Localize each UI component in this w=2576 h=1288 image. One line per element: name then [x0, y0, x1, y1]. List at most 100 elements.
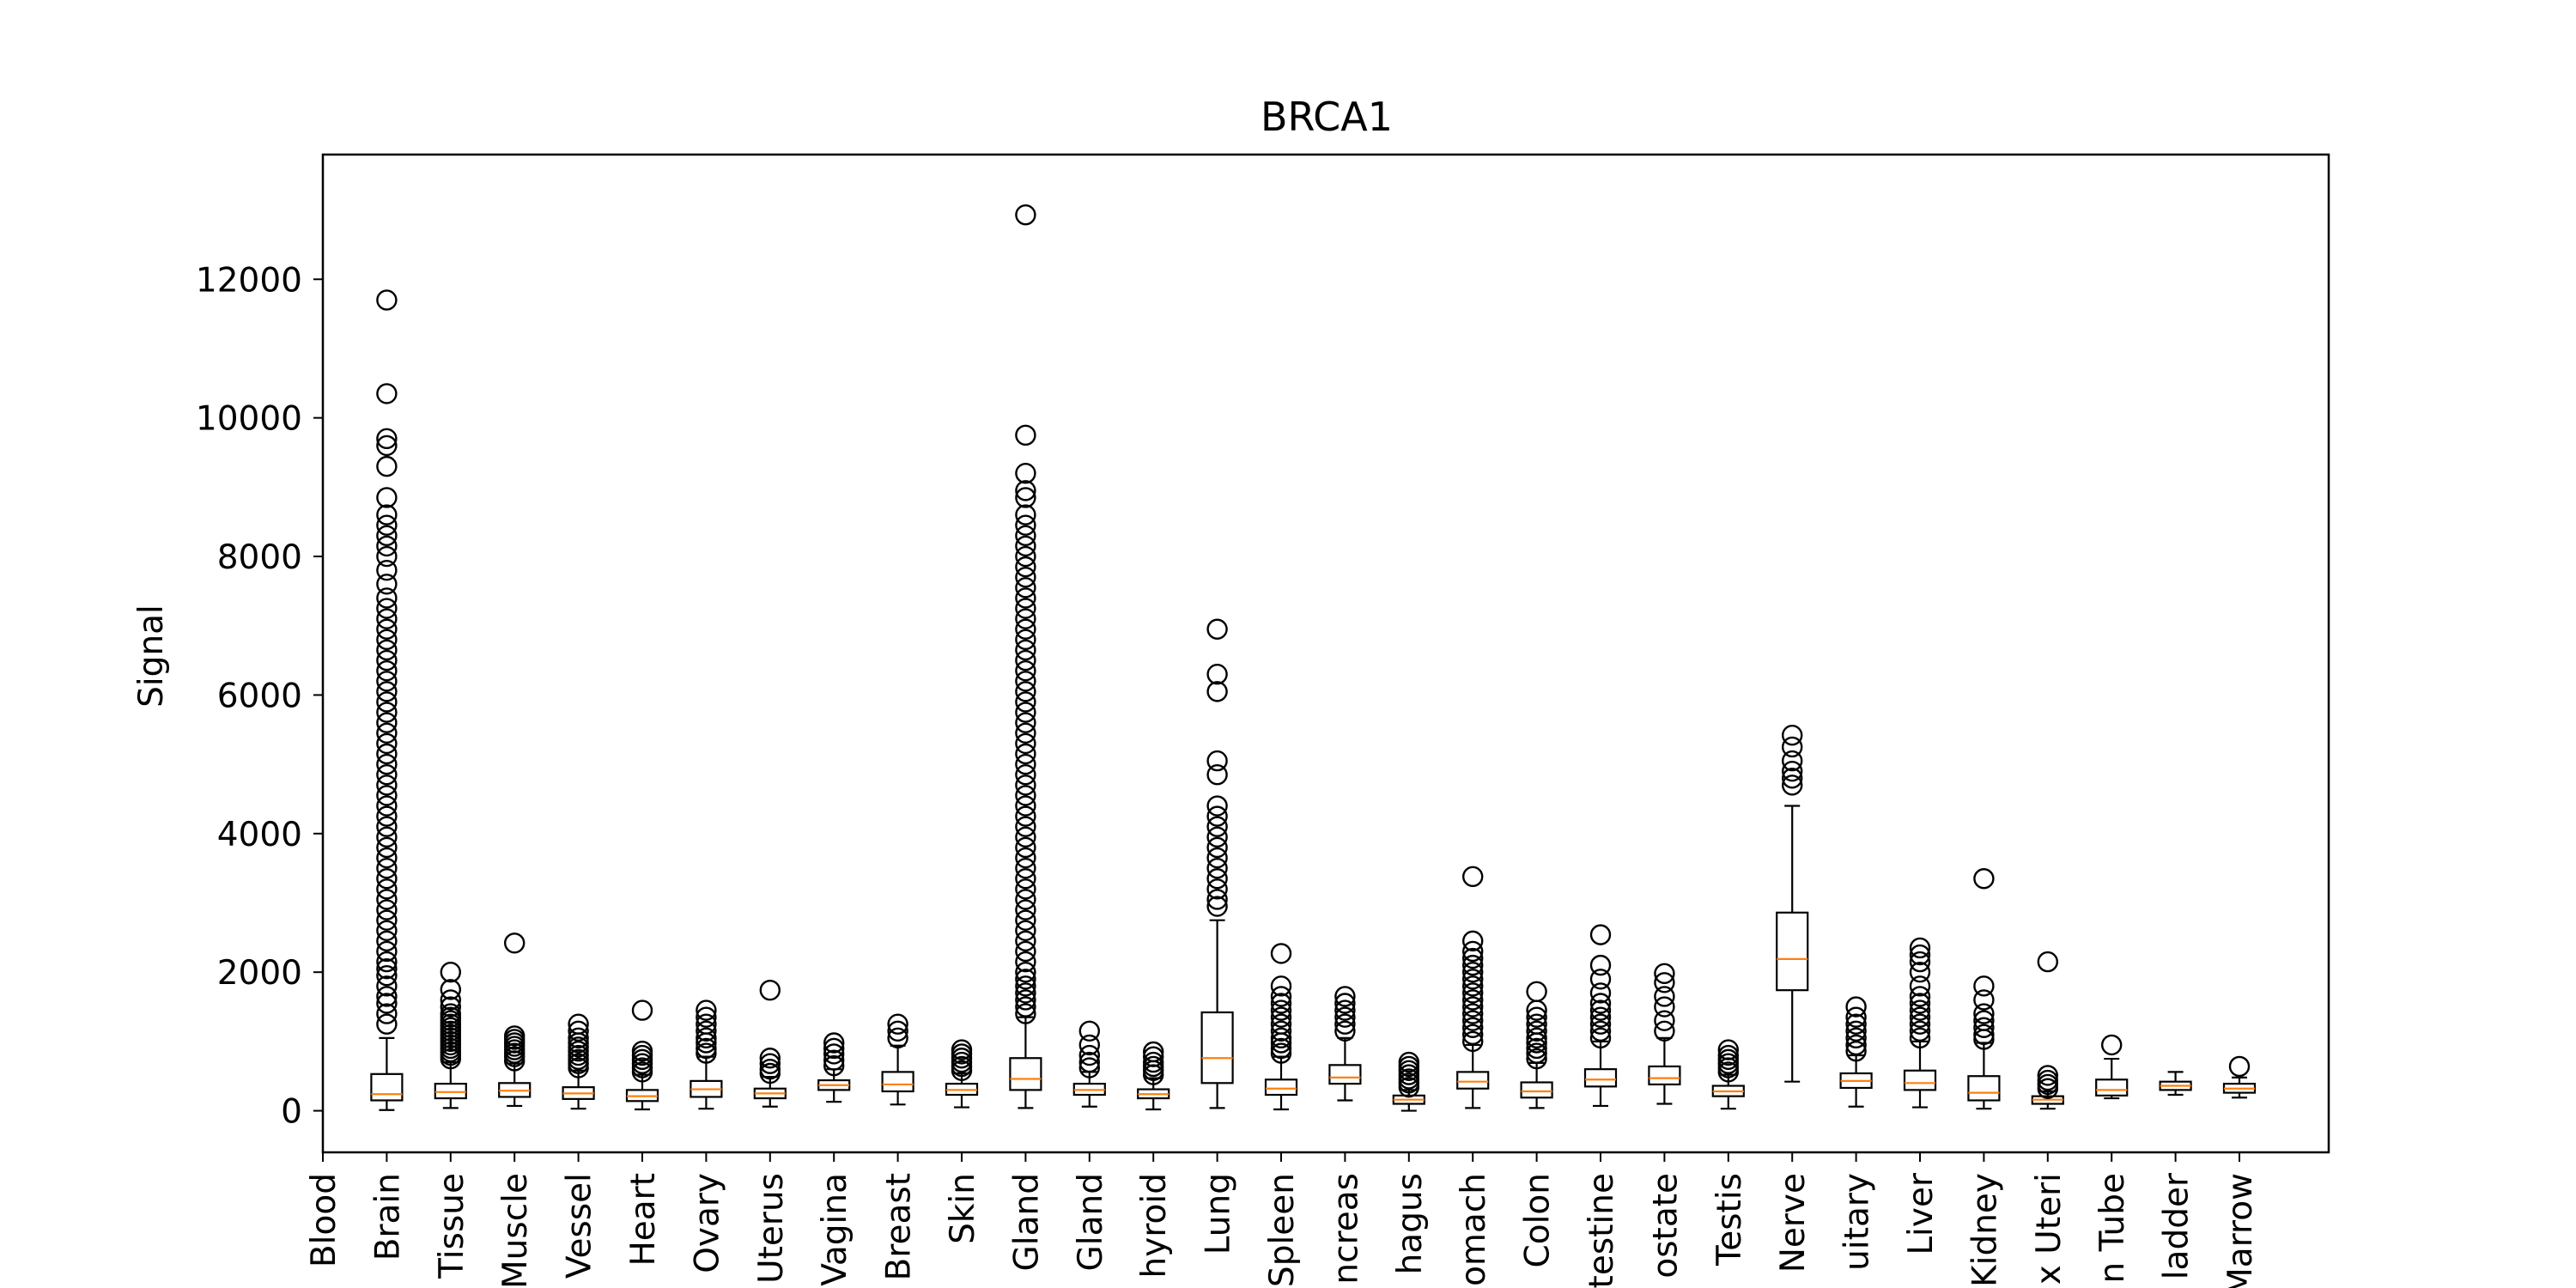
outlier-point — [1973, 1003, 1995, 1024]
outlier-point — [376, 899, 398, 920]
outlier-point — [1206, 681, 1228, 702]
outlier-point — [1015, 567, 1036, 588]
outlier-point — [1589, 954, 1612, 976]
outlier-point — [696, 1013, 717, 1035]
outlier-point — [1973, 1024, 1995, 1046]
outlier-point — [1973, 1010, 1995, 1031]
outlier-point — [631, 1048, 653, 1071]
outlier-point — [1461, 1010, 1484, 1031]
outlier-point — [1270, 943, 1292, 964]
outlier-point — [440, 989, 461, 1011]
outlier-point — [696, 1020, 717, 1042]
outlier-point — [376, 847, 398, 869]
outlier-point — [376, 289, 398, 311]
x-tick-label: Heart — [624, 1173, 663, 1267]
outlier-point — [1015, 920, 1036, 941]
outlier-point — [1654, 1020, 1675, 1042]
plot-frame — [321, 153, 2330, 1154]
outlier-point — [376, 889, 398, 910]
outlier-point — [2037, 1065, 2059, 1086]
outlier-point — [823, 1043, 845, 1065]
outlier-point — [1015, 836, 1036, 859]
outlier-point — [1206, 816, 1228, 837]
outlier-point — [376, 659, 398, 682]
outlier-point — [1781, 775, 1803, 796]
outlier-point — [1206, 857, 1228, 879]
outlier-point — [1015, 969, 1036, 990]
outlier-point — [1015, 868, 1036, 890]
outlier-point — [1015, 480, 1036, 501]
outlier-point — [1206, 847, 1228, 869]
x-tick-label: Colon — [1519, 1173, 1558, 1268]
box — [1264, 1078, 1298, 1097]
outlier-point — [376, 428, 398, 450]
outlier-point — [568, 1013, 589, 1035]
outlier-point — [1461, 989, 1484, 1011]
outlier-point — [1461, 954, 1484, 976]
box — [1903, 1069, 1937, 1091]
outlier-point — [1526, 1042, 1547, 1064]
outlier-point — [1015, 424, 1036, 447]
outlier-point — [1781, 760, 1803, 782]
outlier-point — [1015, 618, 1036, 640]
outlier-point — [696, 999, 717, 1021]
outlier-point — [1526, 1020, 1547, 1042]
outlier-point — [1845, 1013, 1867, 1035]
outlier-point — [1461, 1030, 1484, 1053]
outlier-point — [376, 608, 398, 629]
outlier-point — [1909, 993, 1931, 1014]
outlier-point — [1015, 629, 1036, 651]
outlier-point — [1909, 961, 1931, 983]
outlier-point — [376, 930, 398, 952]
box — [1520, 1081, 1553, 1099]
outlier-point — [1206, 764, 1228, 786]
outlier-point — [1015, 847, 1036, 869]
outlier-point — [376, 826, 398, 848]
outlier-point — [376, 836, 398, 859]
outlier-point — [1589, 982, 1612, 1004]
x-tick-label: Muscle — [496, 1173, 535, 1288]
outlier-point — [1015, 204, 1036, 226]
outlier-point — [1909, 937, 1931, 959]
outlier-point — [1015, 753, 1036, 775]
outlier-point — [376, 702, 398, 723]
outlier-point — [1015, 462, 1036, 484]
x-tick-label: testine — [1583, 1173, 1621, 1288]
plot-area: 0 2000 4000 6000 8000 10000 12000 Blood Brain Tis… — [196, 204, 2260, 1288]
outlier-point — [1206, 836, 1228, 859]
outlier-point — [1270, 1013, 1292, 1035]
x-tick-label: Vessel — [561, 1173, 599, 1279]
outlier-point — [887, 1013, 908, 1035]
y-tick-label: 10000 — [196, 400, 302, 439]
chart-title: BRCA1 — [1261, 94, 1393, 140]
outlier-point — [1461, 930, 1484, 952]
outlier-point — [1781, 768, 1803, 789]
outlier-point — [1334, 993, 1356, 1014]
outlier-point — [440, 961, 461, 983]
outlier-point — [1973, 989, 1995, 1011]
outlier-point — [1015, 545, 1036, 568]
outlier-point — [376, 649, 398, 671]
outlier-point — [1461, 996, 1484, 1018]
x-tick-label: Breast — [880, 1173, 919, 1280]
x-tick-label: Skin — [944, 1173, 982, 1244]
outlier-point — [1015, 795, 1036, 817]
outlier-point — [823, 1054, 845, 1077]
outlier-point — [1654, 986, 1675, 1007]
outlier-point — [1270, 993, 1292, 1014]
outlier-point — [1078, 1057, 1101, 1078]
outlier-point — [1015, 649, 1036, 671]
outlier-point — [759, 979, 781, 1001]
outlier-point — [1461, 940, 1484, 963]
x-tick-label: Uterus — [752, 1173, 791, 1284]
outlier-point — [1015, 639, 1036, 661]
x-tick-label: Lung — [1200, 1173, 1238, 1255]
outlier-point — [1015, 671, 1036, 692]
outlier-point — [376, 383, 398, 404]
outlier-point — [1015, 587, 1036, 609]
x-tick-label: Marrow — [2221, 1173, 2260, 1288]
outlier-point — [1015, 899, 1036, 920]
outlier-point — [1845, 1006, 1867, 1028]
outlier-point — [1909, 1027, 1931, 1049]
outlier-point — [440, 979, 461, 1000]
